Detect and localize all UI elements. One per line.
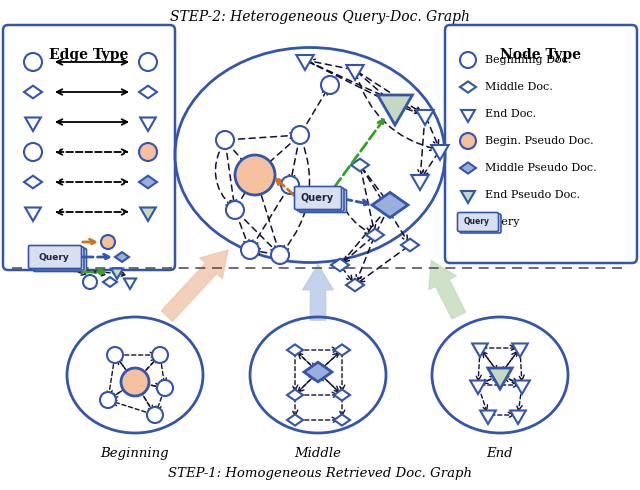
FancyBboxPatch shape: [294, 187, 342, 210]
FancyBboxPatch shape: [3, 25, 175, 270]
Circle shape: [152, 347, 168, 363]
Polygon shape: [346, 65, 364, 80]
Text: End: End: [486, 447, 513, 460]
Circle shape: [147, 407, 163, 423]
Polygon shape: [334, 415, 350, 426]
Circle shape: [271, 246, 289, 264]
Polygon shape: [334, 344, 350, 356]
Polygon shape: [287, 344, 303, 356]
Polygon shape: [103, 277, 117, 287]
Circle shape: [139, 53, 157, 71]
Text: Query: Query: [300, 193, 333, 203]
Polygon shape: [287, 390, 303, 401]
Polygon shape: [334, 390, 350, 401]
Polygon shape: [25, 207, 41, 221]
Polygon shape: [25, 118, 41, 131]
Polygon shape: [366, 229, 384, 241]
Circle shape: [24, 143, 42, 161]
Polygon shape: [470, 381, 486, 394]
FancyBboxPatch shape: [445, 25, 637, 263]
Circle shape: [235, 155, 275, 195]
Circle shape: [139, 143, 157, 161]
Circle shape: [460, 133, 476, 149]
Circle shape: [101, 235, 115, 249]
Circle shape: [291, 126, 309, 144]
Circle shape: [226, 201, 244, 219]
Polygon shape: [512, 343, 528, 357]
Polygon shape: [124, 278, 136, 289]
Text: Edge Type: Edge Type: [49, 48, 129, 62]
FancyArrowPatch shape: [303, 265, 333, 320]
Polygon shape: [472, 343, 488, 357]
Polygon shape: [412, 175, 429, 190]
Polygon shape: [139, 86, 157, 98]
Text: Middle Doc.: Middle Doc.: [485, 82, 553, 92]
Text: Middle Pseudo Doc.: Middle Pseudo Doc.: [485, 163, 596, 173]
Polygon shape: [296, 55, 314, 70]
Circle shape: [83, 275, 97, 289]
Circle shape: [107, 347, 123, 363]
Text: Query: Query: [464, 218, 490, 226]
Text: Beginning: Beginning: [100, 447, 170, 460]
Polygon shape: [378, 95, 412, 125]
Circle shape: [100, 392, 116, 408]
Polygon shape: [346, 279, 364, 291]
FancyBboxPatch shape: [458, 213, 499, 231]
Polygon shape: [111, 269, 123, 279]
Circle shape: [460, 52, 476, 68]
Polygon shape: [401, 239, 419, 251]
Polygon shape: [461, 191, 475, 203]
Polygon shape: [480, 411, 496, 424]
Polygon shape: [24, 86, 42, 98]
FancyBboxPatch shape: [297, 188, 344, 211]
Circle shape: [321, 76, 339, 94]
Polygon shape: [304, 362, 332, 382]
FancyBboxPatch shape: [300, 190, 346, 213]
Text: End Doc.: End Doc.: [485, 109, 536, 119]
FancyBboxPatch shape: [29, 245, 81, 269]
Circle shape: [157, 380, 173, 396]
Polygon shape: [416, 110, 434, 125]
Text: STEP-2: Heterogeneous Query-Doc. Graph: STEP-2: Heterogeneous Query-Doc. Graph: [170, 10, 470, 24]
Circle shape: [121, 368, 149, 396]
Text: Node Type: Node Type: [500, 48, 582, 62]
Polygon shape: [431, 145, 449, 160]
Text: Middle: Middle: [294, 447, 342, 460]
Polygon shape: [461, 110, 475, 122]
Text: End Pseudo Doc.: End Pseudo Doc.: [485, 190, 580, 200]
Polygon shape: [331, 259, 349, 271]
Circle shape: [216, 131, 234, 149]
Text: Query: Query: [485, 217, 520, 227]
FancyArrowPatch shape: [429, 261, 465, 319]
Polygon shape: [460, 81, 476, 93]
Polygon shape: [510, 411, 526, 424]
Text: Beginning Doc.: Beginning Doc.: [485, 55, 572, 65]
Text: STEP-1: Homogeneous Retrieved Doc. Graph: STEP-1: Homogeneous Retrieved Doc. Graph: [168, 467, 472, 480]
Polygon shape: [372, 193, 408, 218]
Polygon shape: [514, 381, 530, 394]
FancyBboxPatch shape: [460, 214, 501, 233]
Polygon shape: [115, 252, 129, 262]
Text: Begin. Pseudo Doc.: Begin. Pseudo Doc.: [485, 136, 594, 146]
Polygon shape: [287, 415, 303, 426]
Polygon shape: [351, 159, 369, 171]
FancyBboxPatch shape: [31, 247, 84, 270]
Circle shape: [241, 241, 259, 259]
Polygon shape: [139, 176, 157, 188]
Text: Query: Query: [38, 252, 69, 262]
Circle shape: [24, 53, 42, 71]
Polygon shape: [140, 207, 156, 221]
FancyBboxPatch shape: [33, 248, 86, 271]
Circle shape: [281, 176, 299, 194]
Polygon shape: [24, 176, 42, 188]
FancyArrowPatch shape: [161, 250, 228, 321]
Polygon shape: [140, 118, 156, 131]
Polygon shape: [488, 368, 512, 389]
Polygon shape: [460, 162, 476, 173]
